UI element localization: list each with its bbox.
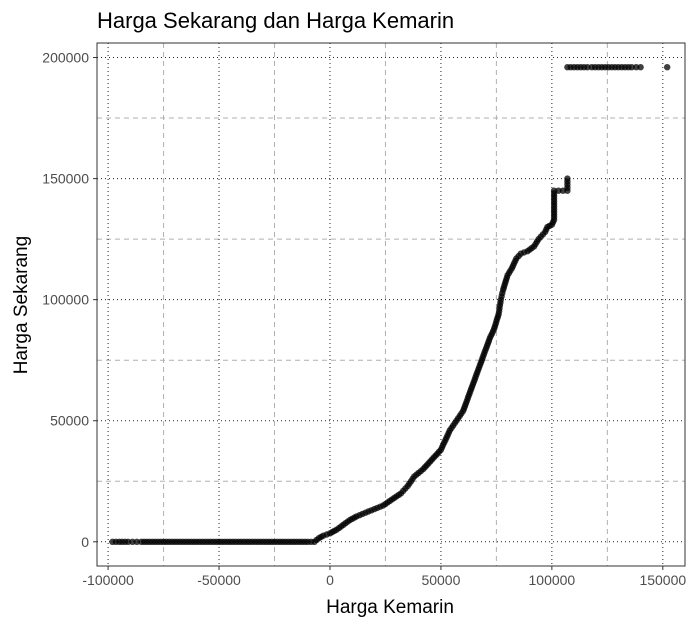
data-point (133, 538, 141, 545)
y-tick-label: 50000 (50, 413, 89, 429)
data-point (555, 187, 562, 194)
x-tick-label: -50000 (197, 572, 241, 588)
plot-panel (96, 42, 686, 567)
x-axis-ticks: -100000 -50000 0 50000 100000 150000 (82, 566, 686, 588)
y-axis-label: Harga Sekarang (11, 236, 32, 374)
data-point (628, 63, 635, 71)
data-point (550, 187, 558, 194)
x-tick-label: 50000 (421, 572, 460, 588)
x-tick-label: 100000 (529, 572, 576, 588)
y-tick-label: 200000 (42, 50, 89, 66)
data-point (664, 63, 671, 71)
data-point (564, 175, 571, 182)
x-tick-label: 0 (326, 572, 334, 588)
x-tick-label: -100000 (82, 572, 134, 588)
y-axis-ticks: 0 50000 100000 150000 200000 (42, 50, 97, 550)
x-tick-label: 150000 (639, 572, 686, 588)
data-point (124, 538, 132, 545)
y-tick-label: 0 (81, 534, 89, 550)
y-tick-label: 150000 (42, 171, 89, 187)
chart-title: Harga Sekarang dan Harga Kemarin (97, 8, 454, 33)
grid-lines (97, 43, 685, 566)
data-point (584, 63, 591, 71)
data-point (129, 538, 136, 545)
y-tick-label: 100000 (42, 292, 89, 308)
data-point (633, 63, 640, 71)
data-points (109, 63, 671, 545)
data-point (637, 63, 644, 71)
x-axis-label: Harga Kemarin (326, 597, 454, 618)
